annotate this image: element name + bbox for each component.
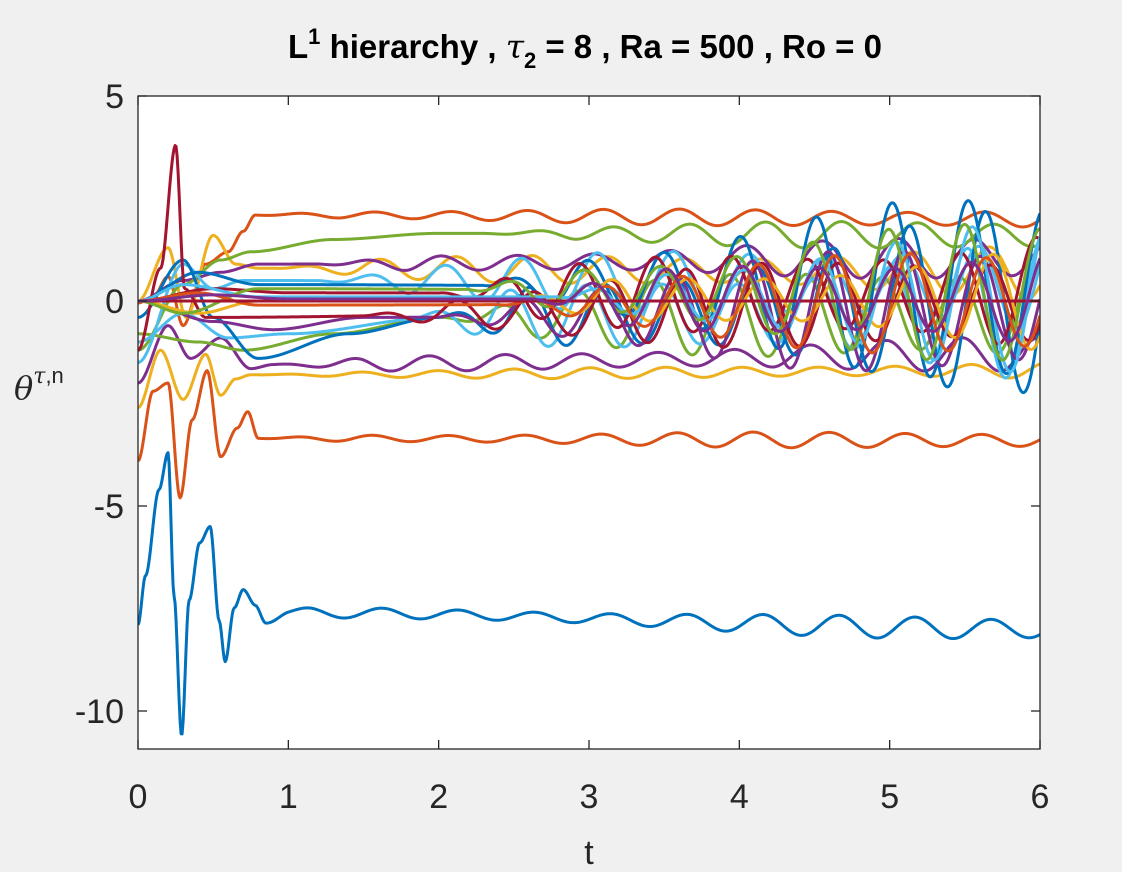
series-line — [138, 207, 1040, 328]
x-axis-label: t — [584, 834, 594, 872]
y-axis-label-sup-greek: τ — [33, 364, 46, 389]
series-line — [138, 324, 1040, 385]
x-tick-label: 3 — [580, 778, 599, 816]
y-tick-label: 0 — [105, 283, 124, 321]
y-ticks: -10 -5 0 5 — [75, 78, 1040, 731]
title-part2: hierarchy , — [320, 28, 505, 65]
title-sup: 1 — [308, 24, 320, 49]
x-tick-label: 6 — [1031, 778, 1050, 816]
y-tick-label: 5 — [105, 78, 124, 116]
x-tick-label: 2 — [429, 778, 448, 816]
title-part3: = 8 , Ra = 500 , Ro = 0 — [536, 28, 882, 65]
title-greek: τ — [506, 27, 525, 66]
chart-title: L1 hierarchy , τ2 = 8 , Ra = 500 , Ro = … — [288, 24, 882, 73]
series-group — [138, 144, 1040, 736]
x-tick-label: 4 — [730, 778, 749, 816]
y-tick-label: -10 — [75, 693, 124, 731]
series-line — [138, 369, 1040, 500]
x-tick-label: 1 — [279, 778, 298, 816]
y-axis-label-sup: ,n — [45, 363, 63, 388]
plot-area — [138, 96, 1040, 749]
series-line — [138, 225, 1040, 374]
y-axis-label: θτ,n — [14, 363, 64, 407]
series-line — [138, 199, 1040, 379]
series-line — [138, 257, 1040, 343]
title-sub: 2 — [524, 48, 536, 73]
title-part1: L — [288, 28, 308, 65]
x-tick-label: 0 — [129, 778, 148, 816]
x-ticks: 0 1 2 3 4 5 6 — [129, 96, 1050, 816]
y-axis-label-greek: θ — [14, 369, 33, 407]
series-line — [138, 222, 1040, 362]
series-line — [138, 348, 1040, 410]
series-line — [138, 220, 1040, 352]
x-tick-label: 5 — [880, 778, 899, 816]
y-tick-label: -5 — [94, 488, 124, 526]
series-line — [138, 451, 1040, 736]
